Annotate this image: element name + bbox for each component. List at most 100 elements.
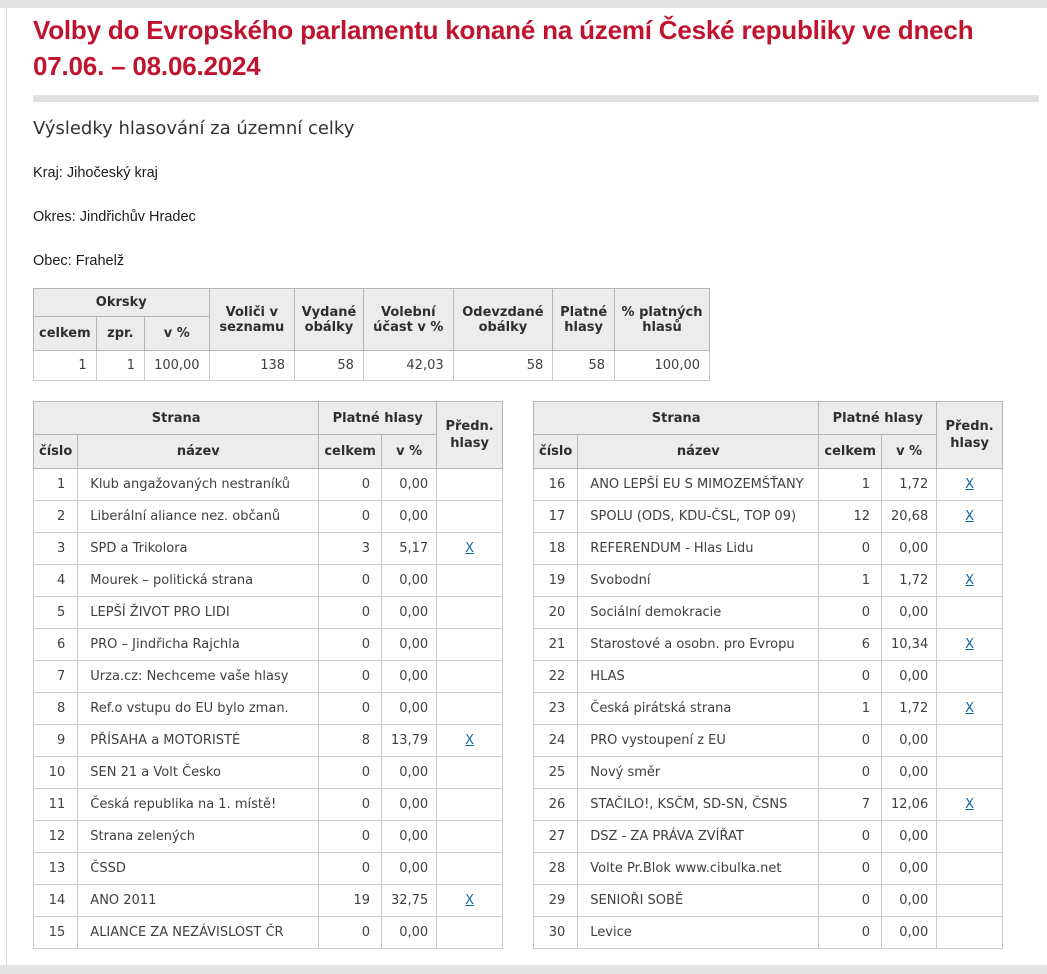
preferential-votes-link[interactable]: X (965, 477, 975, 492)
party-row: 30 Levice 0 0,00 (532, 916, 1003, 949)
party-votes-percent: 0,00 (380, 628, 438, 661)
preferential-votes-link[interactable]: X (965, 509, 975, 524)
district-line: Okres: Jindřichův Hradec (33, 209, 196, 225)
predn-line2: hlasy (950, 436, 989, 451)
summary-value-platne-hlasy: 58 (552, 350, 616, 381)
party-votes-percent: 0,00 (380, 468, 438, 501)
party-header-nazev: název (577, 434, 820, 469)
party-number: 12 (32, 820, 79, 853)
party-votes-total: 3 (318, 532, 382, 565)
party-number: 8 (32, 692, 79, 725)
summary-header-vydane-obalky: Vydané obálky (294, 288, 364, 351)
preferential-votes-link[interactable]: X (965, 573, 975, 588)
party-votes-percent: 10,34 (880, 628, 938, 661)
party-row: 18 REFERENDUM - Hlas Lidu 0 0,00 (532, 532, 1003, 565)
party-row: 16 ANO LEPŠÍ EU S MIMOZEMŠŤANY 1 1,72 X (532, 468, 1003, 501)
party-votes-percent: 0,00 (880, 756, 938, 789)
party-votes-total: 0 (818, 660, 882, 693)
party-votes-total: 0 (318, 788, 382, 821)
party-header-cislo: číslo (32, 434, 79, 469)
party-votes-percent: 5,17 (380, 532, 438, 565)
municipality-line: Obec: Frahelž (33, 253, 125, 269)
party-name: SENIOŘI SOBĚ (577, 884, 820, 917)
preferential-votes-cell (936, 532, 1003, 565)
party-header-celkem: celkem (318, 434, 382, 469)
party-name: SEN 21 a Volt Česko (77, 756, 320, 789)
title-divider (33, 95, 1039, 102)
party-header-v-pct: v % (880, 434, 938, 469)
predn-line1: Předn. (445, 419, 494, 434)
party-name: Urza.cz: Nechceme vaše hlasy (77, 660, 320, 693)
party-votes-total: 19 (318, 884, 382, 917)
preferential-votes-cell: X (436, 884, 503, 917)
preferential-votes-cell: X (936, 564, 1003, 597)
party-row: 17 SPOLU (ODS, KDU-ČSL, TOP 09) 12 20,68… (532, 500, 1003, 533)
party-name: PRO – Jindřicha Rajchla (77, 628, 320, 661)
party-votes-total: 0 (318, 916, 382, 949)
party-row: 26 STAČILO!, KSČM, SD-SN, ČSNS 7 12,06 X (532, 788, 1003, 821)
preferential-votes-link[interactable]: X (965, 797, 975, 812)
party-row: 10 SEN 21 a Volt Česko 0 0,00 (32, 756, 503, 789)
party-name: Volte Pr.Blok www.cibulka.net (577, 852, 820, 885)
party-number: 19 (532, 564, 579, 597)
party-votes-total: 1 (818, 692, 882, 725)
top-border-strip (0, 0, 1047, 8)
party-name: PRO vystoupení z EU (577, 724, 820, 757)
party-votes-percent: 1,72 (880, 468, 938, 501)
party-row: 27 DSZ - ZA PRÁVA ZVÍŘAT 0 0,00 (532, 820, 1003, 853)
party-name: Česká republika na 1. místě! (77, 788, 320, 821)
preferential-votes-link[interactable]: X (965, 701, 975, 716)
party-number: 16 (532, 468, 579, 501)
party-tables: Strana Platné hlasy Předn. hlasy číslo ná… (32, 401, 1047, 949)
preferential-votes-cell (436, 820, 503, 853)
preferential-votes-link[interactable]: X (965, 637, 975, 652)
party-row: 3 SPD a Trikolora 3 5,17 X (32, 532, 503, 565)
party-votes-percent: 0,00 (880, 532, 938, 565)
party-number: 15 (32, 916, 79, 949)
party-name: ANO 2011 (77, 884, 320, 917)
party-name: Liberální aliance nez. občanů (77, 500, 320, 533)
party-number: 27 (532, 820, 579, 853)
preferential-votes-cell (436, 692, 503, 725)
party-table-left: Strana Platné hlasy Předn. hlasy číslo ná… (32, 401, 503, 949)
party-name: HLAS (577, 660, 820, 693)
party-name: Ref.o vstupu do EU bylo zman. (77, 692, 320, 725)
summary-header-v-pct: v % (144, 316, 210, 351)
party-row: 5 LEPŠÍ ŽIVOT PRO LIDI 0 0,00 (32, 596, 503, 629)
party-votes-total: 8 (318, 724, 382, 757)
page-title: Volby do Evropského parlamentu konané na… (33, 15, 974, 81)
party-number: 18 (532, 532, 579, 565)
party-name: SPOLU (ODS, KDU-ČSL, TOP 09) (577, 500, 820, 533)
party-row: 29 SENIOŘI SOBĚ 0 0,00 (532, 884, 1003, 917)
party-number: 9 (32, 724, 79, 757)
preferential-votes-link[interactable]: X (465, 733, 475, 748)
party-number: 14 (32, 884, 79, 917)
preferential-votes-link[interactable]: X (465, 893, 475, 908)
party-row: 12 Strana zelených 0 0,00 (32, 820, 503, 853)
preferential-votes-cell (936, 852, 1003, 885)
party-row: 11 Česká republika na 1. místě! 0 0,00 (32, 788, 503, 821)
preferential-votes-cell (436, 500, 503, 533)
summary-header-celkem: celkem (33, 316, 97, 351)
preferential-votes-cell (436, 916, 503, 949)
party-header-strana: Strana (32, 401, 320, 435)
party-votes-total: 0 (318, 852, 382, 885)
party-header-celkem: celkem (818, 434, 882, 469)
party-name: Klub angažovaných nestraníků (77, 468, 320, 501)
party-number: 11 (32, 788, 79, 821)
section-title: Výsledky hlasování za územní celky (33, 118, 355, 139)
party-name: Levice (577, 916, 820, 949)
party-votes-total: 0 (818, 820, 882, 853)
party-row: 9 PŘÍSAHA a MOTORISTÉ 8 13,79 X (32, 724, 503, 757)
preferential-votes-cell: X (936, 692, 1003, 725)
preferential-votes-cell: X (936, 788, 1003, 821)
party-votes-total: 1 (818, 468, 882, 501)
party-number: 1 (32, 468, 79, 501)
preferential-votes-cell (436, 852, 503, 885)
preferential-votes-link[interactable]: X (465, 541, 475, 556)
party-number: 29 (532, 884, 579, 917)
party-row: 4 Mourek – politická strana 0 0,00 (32, 564, 503, 597)
summary-header-ucast: Volební účast v % (362, 288, 454, 351)
party-votes-percent: 0,00 (880, 852, 938, 885)
party-row: 8 Ref.o vstupu do EU bylo zman. 0 0,00 (32, 692, 503, 725)
